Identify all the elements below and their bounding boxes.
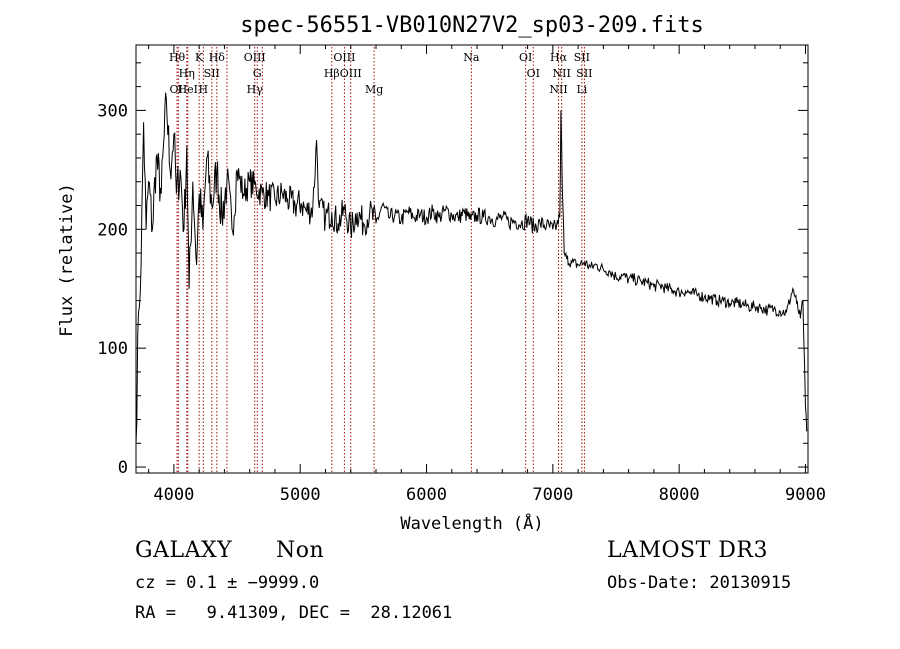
x-tick-label-4000: 4000 <box>153 485 194 505</box>
line-label-bottom-2: Hη <box>179 67 195 80</box>
line-label-top-16: Na <box>463 51 480 64</box>
spectrum-layer <box>135 92 808 444</box>
line-label-bottom-9: Hγ <box>247 83 264 96</box>
line-label-top-17: OI <box>519 51 532 64</box>
line-label-bottom-15: Mg <box>365 83 383 96</box>
x-tick-label-9000: 9000 <box>785 485 826 505</box>
line-label-bottom-21: Li <box>576 83 587 96</box>
line-label-top-4: K <box>195 51 204 64</box>
y-tick-label-100: 100 <box>97 339 128 359</box>
object-class: GALAXY <box>135 538 233 563</box>
coordinates-readout: RA = 9.41309, DEC = 28.12061 <box>135 603 453 623</box>
y-tick-label-200: 200 <box>97 220 128 240</box>
line-label-top-21: SII <box>574 51 590 64</box>
x-axis-label: Wavelength (Å) <box>400 512 543 534</box>
line-label-top-9: OIII <box>244 51 266 64</box>
line-label-bottom-3: HeI <box>178 83 198 96</box>
line-label-bottom-14: OIII <box>340 67 362 80</box>
y-tick-label-0: 0 <box>118 458 128 478</box>
y-tick-label-300: 300 <box>97 101 128 121</box>
line-label-top-19: Hα <box>550 51 568 64</box>
line-label-bottom-18: OI <box>527 67 540 80</box>
line-label-bottom-6: SII <box>204 67 220 80</box>
axes-layer: 4000 5000 6000 7000 8000 9000 0 100 200 300 <box>97 45 826 505</box>
line-label-bottom-5: H <box>199 83 209 96</box>
line-label-bottom-22: SII <box>576 67 592 80</box>
line-label-top-7: Hδ <box>209 51 226 64</box>
line-label-bottom-10: G <box>253 67 262 80</box>
y-axis-label: Flux (relative) <box>57 183 77 337</box>
line-label-bottom-12: Hβ <box>324 67 340 80</box>
x-tick-label-7000: 7000 <box>532 485 573 505</box>
spectrum-series <box>135 92 808 444</box>
x-tick-label-5000: 5000 <box>280 485 321 505</box>
line-label-bottom-19: NII <box>549 83 567 96</box>
survey-name: LAMOST DR3 <box>607 538 768 563</box>
line-label-top-0: Hθ <box>169 51 186 64</box>
plot-frame <box>135 44 809 474</box>
object-subclass: Non <box>276 538 325 563</box>
x-tick-label-6000: 6000 <box>406 485 447 505</box>
line-label-bottom-20: NII <box>553 67 571 80</box>
line-label-bottom-1: OII <box>169 83 187 96</box>
x-tick-label-8000: 8000 <box>659 485 700 505</box>
redshift-readout: cz = 0.1 ± −9999.0 <box>135 573 320 593</box>
chart-title: spec-56551-VB010N27V2_sp03-209.fits <box>240 13 704 38</box>
obs-date: Obs-Date: 20130915 <box>607 573 792 593</box>
line-label-top-13: OIII <box>333 51 355 64</box>
